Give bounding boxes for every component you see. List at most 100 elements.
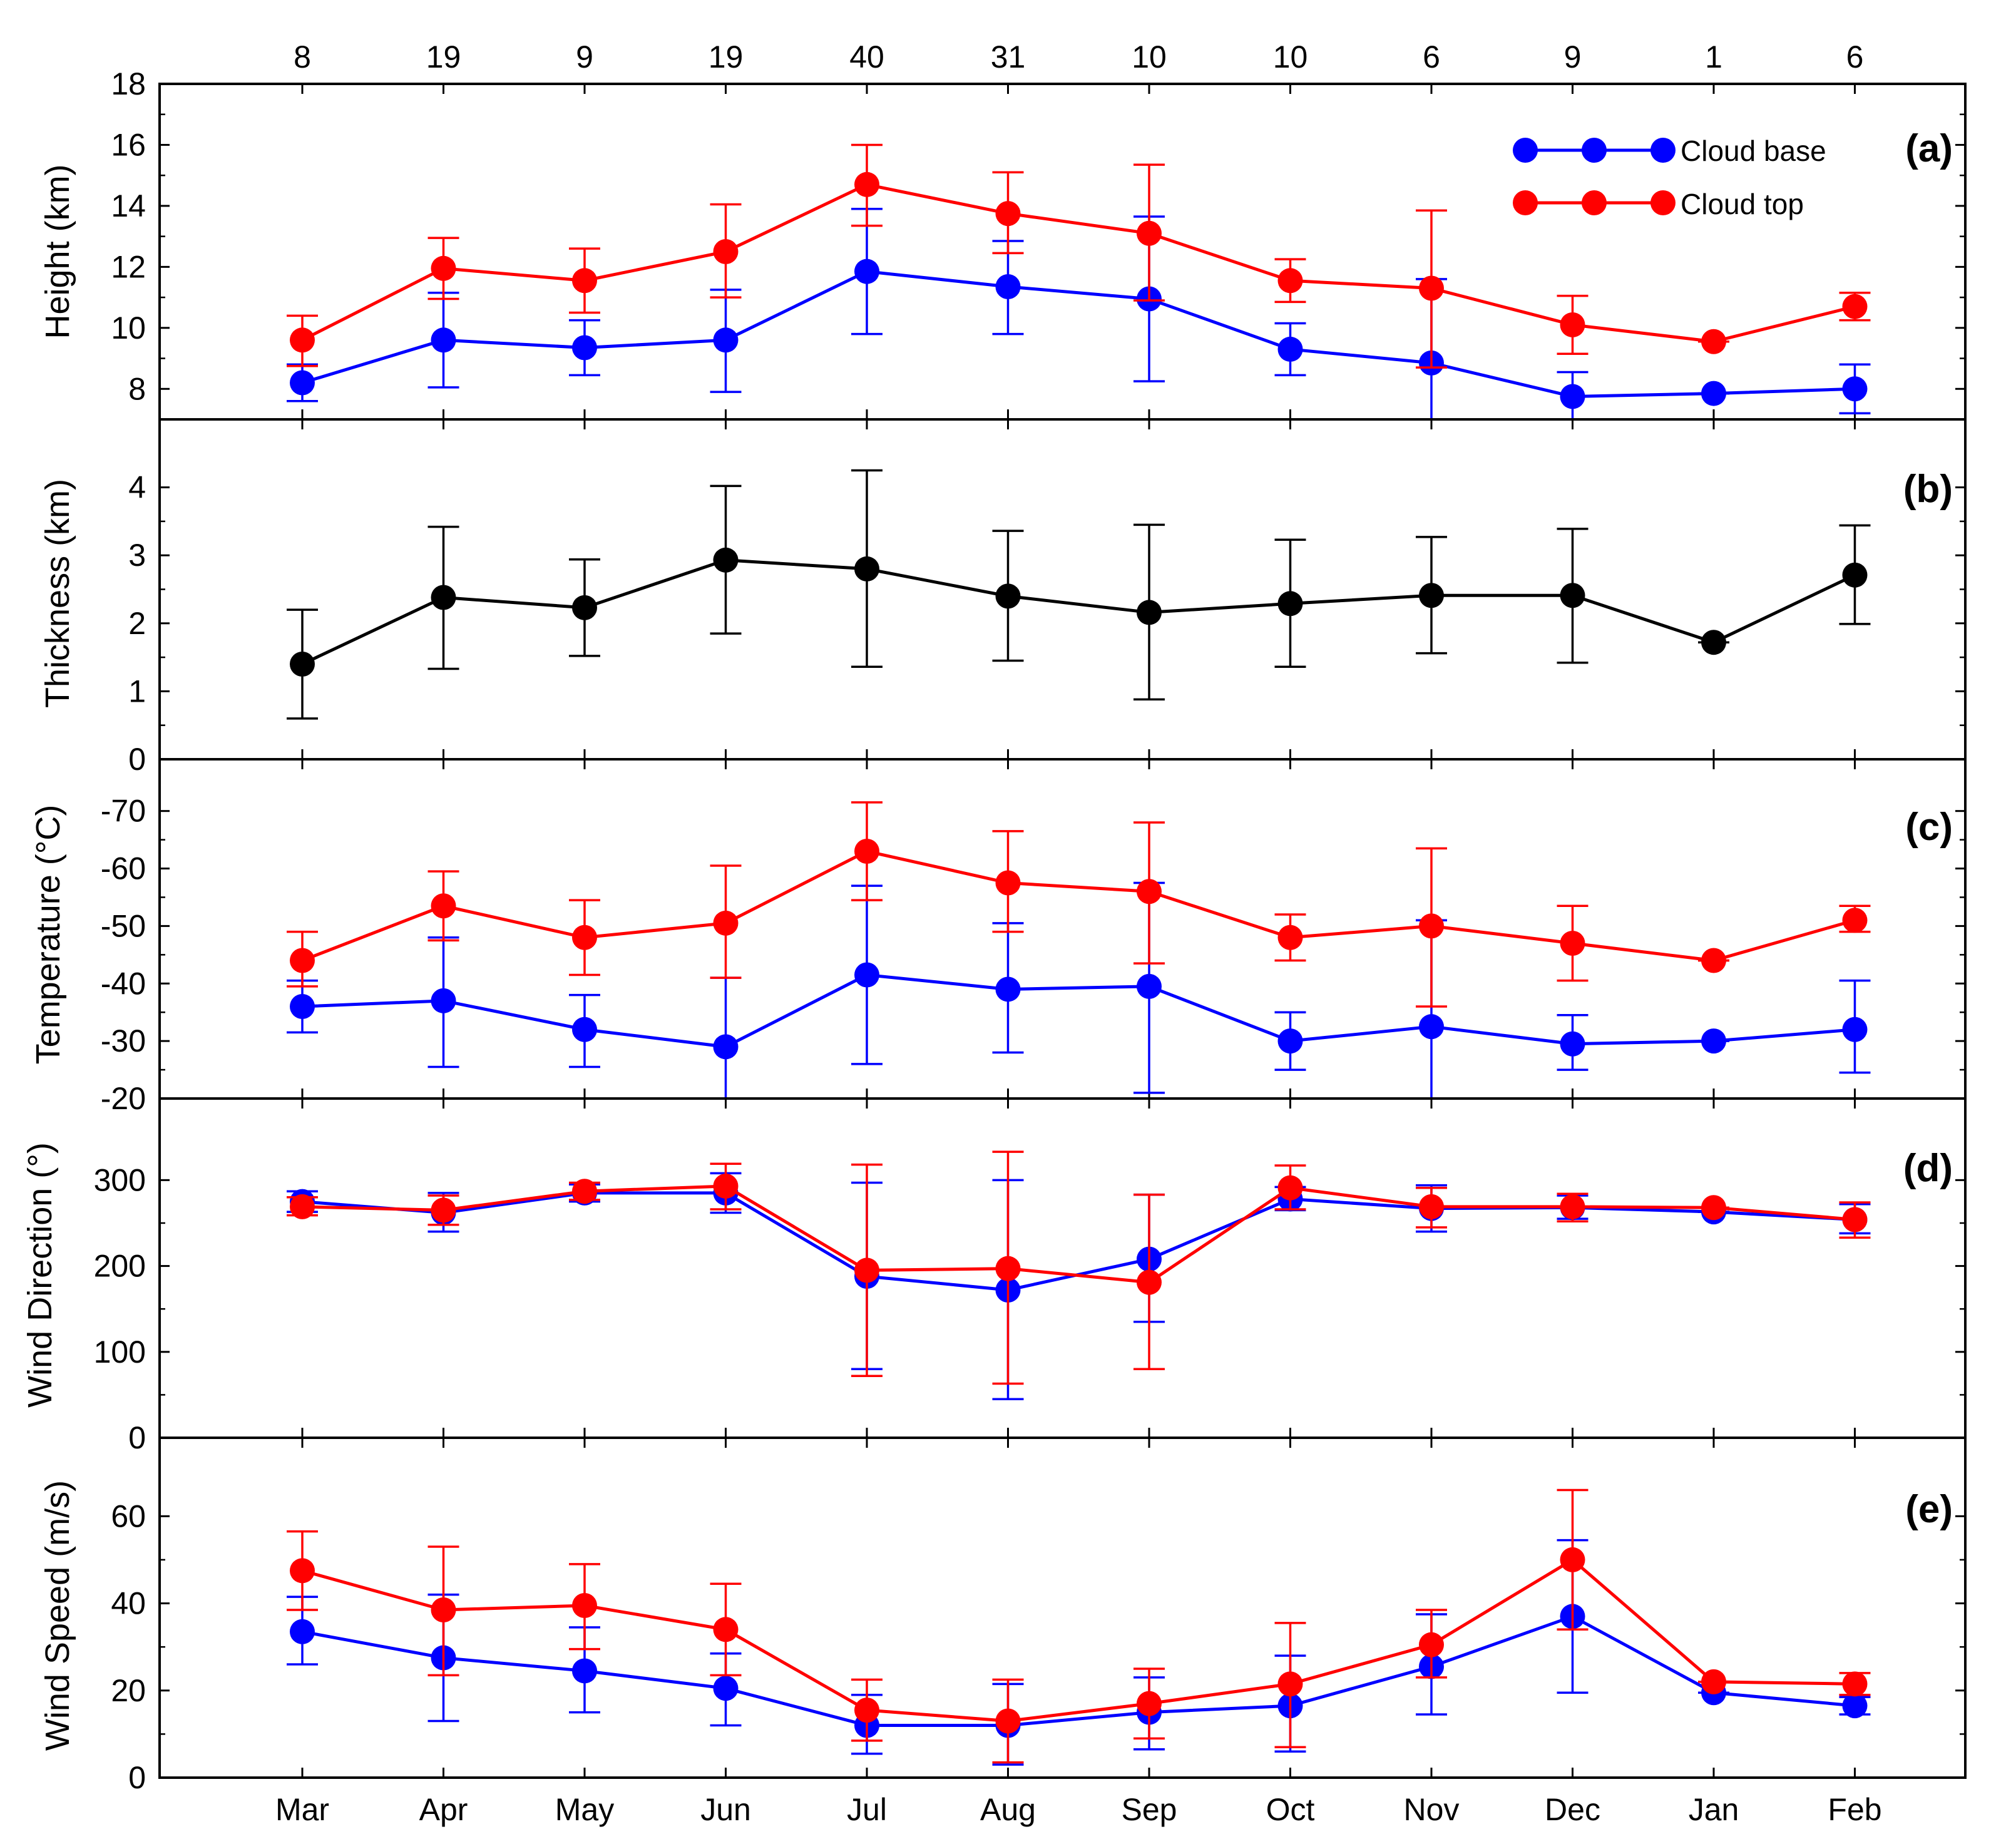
series-line [302, 973, 1855, 1048]
sample-count-labels: 8 19 9 19 40 31 10 10 6 9 1 6 [294, 39, 1863, 74]
data-point [1842, 1693, 1868, 1719]
data-point [1560, 583, 1585, 608]
data-point [1842, 562, 1868, 588]
data-point [1560, 384, 1585, 409]
data-point [854, 962, 879, 988]
panel-b-ytick-label: 4 [128, 470, 146, 505]
panel-b-ytick-label: 0 [128, 742, 146, 777]
data-point [1842, 1017, 1868, 1042]
sample-count-label: 9 [576, 39, 593, 74]
legend-top-marker [1650, 190, 1676, 215]
legend-top-marker [1513, 190, 1538, 215]
data-point [572, 595, 597, 620]
data-point [572, 1658, 597, 1684]
series-line [302, 1557, 1855, 1723]
sample-count-label: 6 [1423, 39, 1440, 74]
sample-count-label: 9 [1564, 39, 1582, 74]
data-point [1842, 376, 1868, 402]
data-point [713, 327, 739, 353]
data-point [995, 1256, 1021, 1281]
data-point [995, 201, 1021, 227]
data-point [1277, 336, 1303, 362]
sample-count-label: 8 [294, 39, 311, 74]
series-c-base [287, 881, 1871, 1100]
panel-a-ytick-label: 14 [111, 188, 146, 223]
data-point [290, 1194, 315, 1219]
data-point [713, 1617, 739, 1642]
data-point [290, 994, 315, 1020]
panel-b: 0 1 2 3 4 [128, 418, 1967, 777]
panel-b-label: (b) [1903, 468, 1953, 511]
data-point [431, 255, 456, 281]
data-point [290, 327, 315, 353]
series-c-top [287, 801, 1871, 1008]
data-point [290, 1619, 315, 1644]
panel-e: 0 20 40 60 [111, 1437, 1967, 1795]
month-label-apr: Apr [419, 1792, 468, 1827]
data-point [1701, 1195, 1726, 1221]
panel-d-ytick-label: 0 [128, 1420, 146, 1455]
panel-a-ytick-label: 10 [111, 310, 146, 346]
series-line [302, 1614, 1855, 1727]
data-point [431, 1197, 456, 1223]
panel-e-ytick-label: 40 [111, 1586, 146, 1621]
panel-c-ytick-label: -40 [101, 966, 146, 1001]
sample-count-label: 40 [849, 39, 884, 74]
data-point [1701, 1028, 1726, 1054]
series-e-top [287, 1488, 1871, 1764]
data-point [1277, 1671, 1303, 1697]
panel-a-ytick-label: 16 [111, 127, 146, 162]
data-point [431, 585, 456, 610]
panel-c-ylabel: Temperature (°C) [29, 805, 67, 1065]
panel-b-ylabel: Thickness (km) [39, 479, 76, 708]
data-point [572, 925, 597, 950]
series-a-base [287, 208, 1871, 421]
panel-b-frame [158, 418, 1967, 761]
panel-c-ytick-label: -50 [101, 908, 146, 943]
data-point [1277, 1028, 1303, 1054]
month-label-sep: Sep [1122, 1792, 1177, 1827]
data-point [713, 1173, 739, 1199]
data-point [1137, 1691, 1162, 1716]
data-point [1701, 1669, 1726, 1694]
data-point [995, 870, 1021, 896]
panel-b-ytick-label: 2 [128, 606, 146, 641]
panel-d: 0 100 200 300 [94, 1097, 1967, 1455]
data-point [995, 583, 1021, 609]
sample-count-label: 19 [426, 39, 461, 74]
data-point [995, 274, 1021, 300]
data-point [1419, 583, 1444, 608]
legend-base-marker [1582, 138, 1607, 163]
panel-d-ytick-label: 300 [94, 1162, 146, 1197]
panel-d-ytick-label: 200 [94, 1249, 146, 1284]
data-point [1137, 600, 1162, 625]
legend-base-marker [1650, 138, 1676, 163]
data-point [995, 976, 1021, 1002]
panel-c: -20 -30 -40 -50 -60 -70 [101, 758, 1967, 1116]
data-point [1137, 220, 1162, 246]
sample-count-label: 31 [991, 39, 1026, 74]
data-point [572, 1593, 597, 1619]
panel-e-label: (e) [1905, 1488, 1953, 1531]
data-point [431, 988, 456, 1013]
data-point [572, 1179, 597, 1204]
panel-d-ylabel: Wind Direction (°) [21, 1142, 59, 1408]
data-point [854, 1698, 879, 1723]
month-label-mar: Mar [275, 1792, 329, 1827]
data-point [713, 910, 739, 936]
series-line [302, 849, 1856, 963]
panel-b-ytick-label: 1 [128, 674, 146, 709]
panel-c-label: (c) [1905, 806, 1953, 849]
panel-c-ytick-label: -60 [101, 851, 146, 886]
month-label-nov: Nov [1404, 1792, 1460, 1827]
panel-d-ytick-label: 100 [94, 1334, 146, 1370]
panel-e-frame [158, 1437, 1967, 1779]
panel-a-ytick-label: 18 [111, 66, 146, 101]
panel-e-ytick-label: 20 [111, 1673, 146, 1708]
month-label-jul: Jul [847, 1792, 887, 1827]
data-point [713, 547, 739, 573]
sample-count-label: 10 [1273, 39, 1308, 74]
data-point [1701, 329, 1726, 354]
data-point [854, 556, 879, 581]
sample-count-label: 6 [1846, 39, 1864, 74]
